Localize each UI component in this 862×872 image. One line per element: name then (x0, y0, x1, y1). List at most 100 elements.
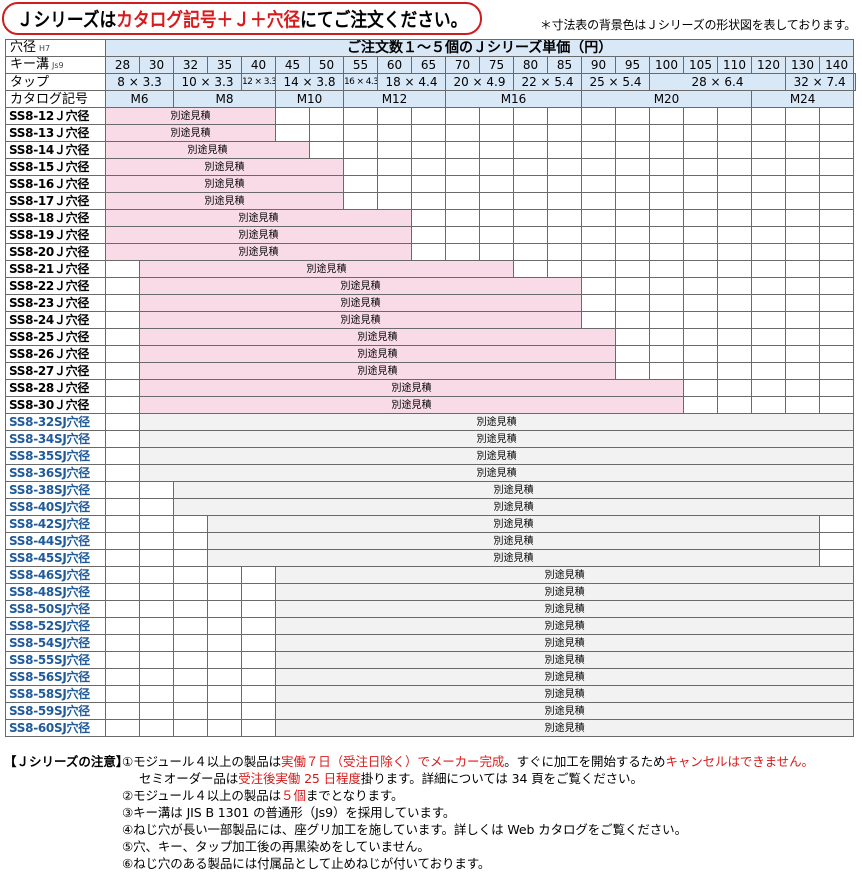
empty-cell (139, 498, 174, 516)
table-row: SS8-30Ｊ穴径 別途見積 (5, 396, 856, 414)
empty-cell (513, 243, 548, 261)
empty-cell (818, 277, 855, 295)
empty-cell (751, 396, 786, 414)
catalog-code: SS8-55SJ穴径 (5, 651, 106, 669)
empty-cell (818, 209, 855, 227)
table-row: SS8-35SJ穴径 別途見積 (5, 447, 856, 465)
empty-cell (751, 226, 786, 244)
table-row: SS8-34SJ穴径 別途見積 (5, 430, 856, 448)
quote-cell: 別途見積 (105, 209, 412, 227)
empty-cell (547, 243, 582, 261)
empty-cell (785, 277, 820, 295)
empty-cell (139, 651, 174, 669)
table-row: SS8-20Ｊ穴径 別途見積 (5, 243, 856, 261)
empty-cell (683, 379, 718, 397)
quote-cell: 別途見積 (274, 600, 855, 618)
note-1: ①モジュール４以上の製品は実働７日（受注日除く）でメーカー完成。すぐに加工を開始… (122, 754, 814, 769)
empty-cell (207, 617, 242, 635)
empty-cell (479, 175, 514, 193)
empty-cell (105, 617, 140, 635)
table-row: SS8-59SJ穴径 別途見積 (5, 702, 856, 720)
empty-cell (513, 209, 548, 227)
keyway-size: 12 × 3.3 (241, 73, 276, 91)
table-row: SS8-58SJ穴径 別途見積 (5, 685, 856, 703)
empty-cell (818, 515, 855, 533)
empty-cell (581, 311, 616, 329)
empty-cell (343, 124, 378, 142)
empty-cell (751, 158, 786, 176)
empty-cell (615, 243, 650, 261)
empty-cell (207, 719, 242, 737)
catalog-code: SS8-59SJ穴径 (5, 702, 106, 720)
note-1-semi-order: セミオーダー品は受注後実働 25 日程度掛ります。詳細については 34 頁をご覧… (139, 771, 643, 786)
banner-text-highlight: カタログ記号＋Ｊ＋穴径 (116, 9, 301, 31)
empty-cell (445, 158, 480, 176)
empty-cell (751, 107, 786, 125)
empty-cell (377, 141, 412, 159)
empty-cell (717, 260, 752, 278)
empty-cell (241, 719, 276, 737)
catalog-code: SS8-45SJ穴径 (5, 549, 106, 567)
tap-size: M20 (581, 90, 752, 108)
empty-cell (139, 600, 174, 618)
empty-cell (649, 124, 684, 142)
table-row: SS8-56SJ穴径 別途見積 (5, 668, 856, 686)
table-row: SS8-15Ｊ穴径 別途見積 (5, 158, 856, 176)
table-row: SS8-28Ｊ穴径 別途見積 (5, 379, 856, 397)
empty-cell (683, 175, 718, 193)
header-row-keyway: キー溝 Js9 28 30 32 35 40 45 50 55 60 65 70 75 80 85 90 95 1… (5, 56, 856, 74)
empty-cell (343, 141, 378, 159)
empty-cell (343, 107, 378, 125)
empty-cell (173, 617, 208, 635)
empty-cell (615, 328, 650, 346)
empty-cell (207, 583, 242, 601)
empty-cell (105, 702, 140, 720)
empty-cell (105, 345, 140, 363)
empty-cell (751, 328, 786, 346)
empty-cell (649, 243, 684, 261)
empty-cell (649, 260, 684, 278)
empty-cell (683, 141, 718, 159)
quote-cell: 別途見積 (274, 719, 855, 737)
empty-cell (173, 668, 208, 686)
empty-cell (649, 107, 684, 125)
empty-cell (139, 481, 174, 499)
empty-cell (717, 158, 752, 176)
empty-cell (818, 226, 855, 244)
empty-cell (547, 260, 582, 278)
empty-cell (105, 328, 140, 346)
empty-cell (105, 566, 140, 584)
empty-cell (751, 141, 786, 159)
empty-cell (683, 158, 718, 176)
empty-cell (105, 481, 140, 499)
empty-cell (173, 549, 208, 567)
hole-size-105: 105 (683, 56, 718, 74)
catalog-code: SS8-24Ｊ穴径 (5, 311, 106, 329)
empty-cell (785, 209, 820, 227)
catalog-code: SS8-52SJ穴径 (5, 617, 106, 635)
empty-cell (105, 634, 140, 652)
empty-cell (683, 243, 718, 261)
empty-cell (751, 277, 786, 295)
empty-cell (717, 362, 752, 380)
empty-cell (411, 175, 446, 193)
table-row: SS8-18Ｊ穴径 別途見積 (5, 209, 856, 227)
empty-cell (207, 668, 242, 686)
hole-size-60: 60 (377, 56, 412, 74)
table-row: SS8-46SJ穴径 別途見積 (5, 566, 856, 584)
hole-size-55: 55 (343, 56, 378, 74)
catalog-code: SS8-23Ｊ穴径 (5, 294, 106, 312)
empty-cell (717, 379, 752, 397)
empty-cell (105, 311, 140, 329)
empty-cell (139, 549, 174, 567)
table-row: SS8-55SJ穴径 別途見積 (5, 651, 856, 669)
catalog-code: SS8-12Ｊ穴径 (5, 107, 106, 125)
table-row: SS8-26Ｊ穴径 別途見積 (5, 345, 856, 363)
empty-cell (649, 141, 684, 159)
banner-text-1: Ｊシリーズは (16, 9, 117, 31)
empty-cell (649, 192, 684, 210)
catalog-code: SS8-26Ｊ穴径 (5, 345, 106, 363)
empty-cell (683, 396, 718, 414)
empty-cell (445, 243, 480, 261)
empty-cell (818, 549, 855, 567)
